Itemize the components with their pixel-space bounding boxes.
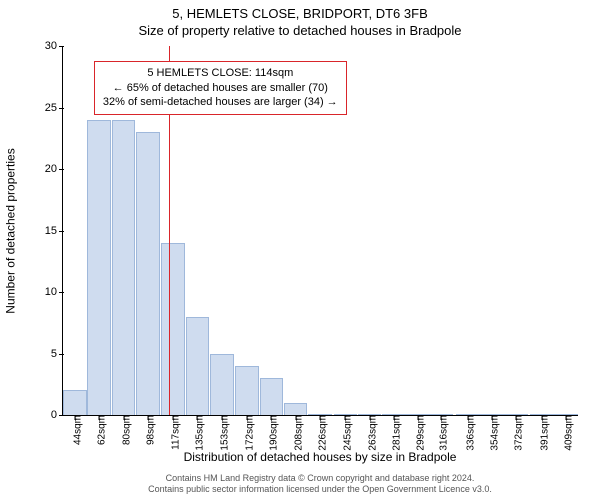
y-tick: 5 (33, 348, 63, 360)
x-tick: 245sqm (337, 415, 354, 451)
x-tick: 226sqm (311, 415, 328, 451)
x-tick: 299sqm (409, 415, 426, 451)
x-tick: 190sqm (263, 415, 280, 451)
x-tick: 281sqm (385, 415, 402, 451)
x-tick: 80sqm (115, 415, 132, 445)
x-tick: 153sqm (213, 415, 230, 451)
x-tick: 98sqm (139, 415, 156, 445)
chart-title-sub: Size of property relative to detached ho… (0, 23, 600, 38)
annotation-box: 5 HEMLETS CLOSE: 114sqm← 65% of detached… (94, 61, 347, 116)
y-tick: 0 (33, 409, 63, 421)
chart-title-main: 5, HEMLETS CLOSE, BRIDPORT, DT6 3FB (0, 6, 600, 21)
histogram-bar (260, 378, 284, 415)
histogram-bar (235, 366, 259, 415)
annotation-line: 5 HEMLETS CLOSE: 114sqm (103, 66, 338, 81)
histogram-bar (63, 390, 87, 415)
histogram-bar (112, 120, 136, 415)
y-tick: 15 (33, 225, 63, 237)
x-tick: 117sqm (165, 415, 182, 450)
y-tick: 30 (33, 40, 63, 52)
x-tick: 208sqm (287, 415, 304, 451)
x-tick: 316sqm (432, 415, 449, 451)
x-tick: 44sqm (67, 415, 84, 445)
annotation-line: ← 65% of detached houses are smaller (70… (103, 81, 338, 96)
x-tick: 135sqm (189, 415, 206, 451)
histogram-bar (186, 317, 210, 415)
x-tick: 263sqm (361, 415, 378, 451)
x-tick: 391sqm (533, 415, 550, 451)
histogram-bar (284, 403, 308, 415)
chart-plot-area: 05101520253044sqm62sqm80sqm98sqm117sqm13… (62, 46, 578, 416)
histogram-bar (161, 243, 185, 415)
x-tick: 372sqm (508, 415, 525, 451)
histogram-bar (87, 120, 111, 415)
x-tick: 336sqm (459, 415, 476, 451)
x-tick: 409sqm (557, 415, 574, 451)
license-text: Contains HM Land Registry data © Crown c… (62, 473, 578, 496)
y-tick: 10 (33, 286, 63, 298)
histogram-bar (136, 132, 160, 415)
x-tick: 62sqm (91, 415, 108, 445)
y-axis-label: Number of detached properties (4, 46, 18, 416)
annotation-line: 32% of semi-detached houses are larger (… (103, 95, 338, 110)
x-axis-label: Distribution of detached houses by size … (62, 450, 578, 464)
x-tick: 172sqm (239, 415, 256, 451)
histogram-bar (210, 354, 234, 416)
x-tick: 354sqm (483, 415, 500, 451)
y-tick: 20 (33, 163, 63, 175)
y-tick: 25 (33, 102, 63, 114)
